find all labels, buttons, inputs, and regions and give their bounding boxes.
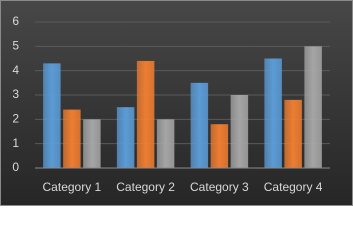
x-tick-label: Category 1	[43, 180, 102, 194]
bar	[136, 60, 155, 168]
chart: 0 1 2 3 4 5 6 Category 1 Category 2 Category 3 Cat…	[0, 0, 353, 206]
bar	[116, 107, 135, 168]
bar	[43, 63, 61, 168]
bar	[190, 82, 209, 168]
x-tick-label: Category 2	[116, 180, 175, 194]
x-tick-label: Category 4	[264, 180, 323, 194]
y-tick-label: 4	[12, 63, 19, 77]
bar	[156, 119, 175, 168]
bar	[83, 119, 101, 168]
y-tick-label: 2	[12, 112, 19, 126]
y-tick-label: 5	[12, 39, 19, 53]
y-tick-label: 0	[12, 160, 19, 174]
bar	[284, 99, 302, 168]
y-tick-label: 6	[12, 14, 19, 28]
x-tick-label: Category 3	[190, 180, 249, 194]
y-tick-label: 1	[12, 136, 19, 150]
bar	[210, 124, 229, 168]
bar	[63, 109, 81, 168]
y-tick-label: 3	[12, 87, 19, 101]
bar	[264, 58, 282, 168]
bar	[230, 95, 249, 168]
bar	[304, 46, 322, 169]
